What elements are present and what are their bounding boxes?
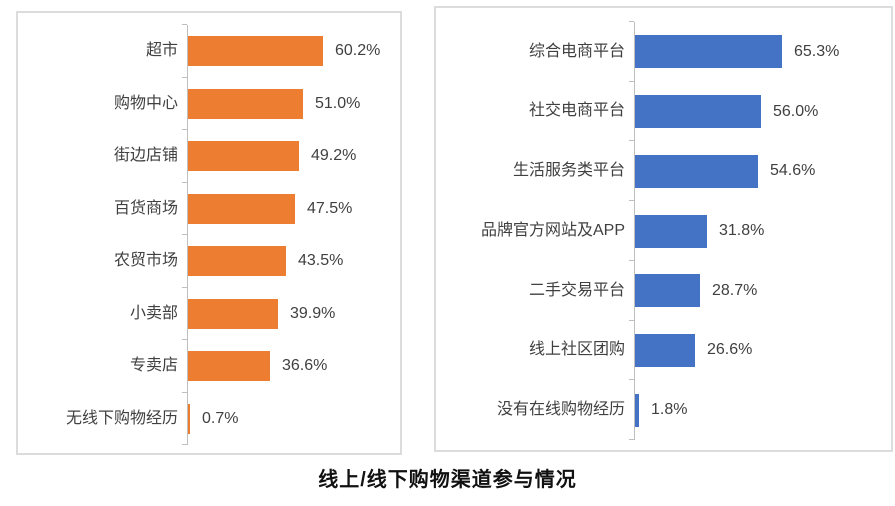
bar	[635, 154, 758, 188]
bar	[188, 36, 323, 67]
category-axis-and-plot-area: 51.0%	[182, 76, 394, 130]
value-label: 49.2%	[311, 147, 357, 165]
value-label: 36.6%	[282, 357, 328, 375]
category-axis-and-plot-area: 49.2%	[182, 129, 394, 183]
category-label: 街边店铺	[113, 147, 178, 165]
bar	[635, 214, 707, 248]
category-axis-and-plot-area: 36.6%	[182, 339, 394, 393]
category-label: 小卖部	[129, 304, 178, 322]
value-label: 47.5%	[307, 199, 353, 217]
chart-row: 社交电商平台 56.0%	[436, 80, 885, 142]
online-channels-chart-panel: 综合电商平台 65.3% 社交电商平台 56.0% 生活服务类平台 54.6% 品牌官方网站…	[434, 6, 893, 452]
value-label: 56.0%	[773, 102, 819, 120]
bar	[188, 351, 270, 382]
value-label: 26.6%	[707, 341, 753, 359]
offline-chart-rows: 超市 60.2% 购物中心 51.0% 街边店铺 49.2% 百货商场 47.5% 农贸市场 43…	[18, 24, 394, 445]
category-axis-and-plot-area: 31.8%	[629, 200, 885, 261]
category-axis-and-plot-area: 47.5%	[182, 181, 394, 235]
bar	[188, 246, 286, 277]
chart-row: 品牌官方网站及APP 31.8%	[436, 200, 885, 261]
category-axis-and-plot-area: 65.3%	[629, 21, 885, 82]
chart-row: 二手交易平台 28.7%	[436, 259, 885, 321]
chart-row: 农贸市场 43.5%	[18, 234, 394, 288]
chart-row: 线上社区团购 26.6%	[436, 319, 885, 381]
bar	[635, 393, 639, 427]
chart-row: 街边店铺 49.2%	[18, 129, 394, 183]
category-label: 生活服务类平台	[512, 162, 625, 180]
chart-row: 生活服务类平台 54.6%	[436, 140, 885, 202]
chart-row: 小卖部 39.9%	[18, 286, 394, 340]
value-label: 1.8%	[651, 401, 688, 419]
value-label: 39.9%	[290, 304, 336, 322]
chart-row: 专卖店 36.6%	[18, 339, 394, 393]
online-chart-rows: 综合电商平台 65.3% 社交电商平台 56.0% 生活服务类平台 54.6% 品牌官方网站…	[436, 21, 885, 441]
value-label: 43.5%	[298, 252, 344, 270]
bar	[188, 403, 190, 434]
category-label: 超市	[145, 42, 178, 60]
bar	[188, 141, 299, 172]
category-label: 品牌官方网站及APP	[480, 221, 625, 239]
chart-row: 没有在线购物经历 1.8%	[436, 379, 885, 441]
category-label: 社交电商平台	[528, 102, 625, 120]
bar	[635, 95, 761, 129]
chart-title: 线上/线下购物渠道参与情况	[318, 469, 577, 491]
category-label: 专卖店	[129, 357, 178, 375]
value-label: 51.0%	[315, 94, 361, 112]
category-label: 农贸市场	[113, 252, 178, 270]
category-axis-and-plot-area: 43.5%	[182, 234, 394, 288]
chart-row: 购物中心 51.0%	[18, 76, 394, 130]
category-label: 百货商场	[113, 199, 178, 217]
value-label: 28.7%	[712, 281, 758, 299]
category-axis-and-plot-area: 56.0%	[629, 80, 885, 142]
category-axis-and-plot-area: 0.7%	[182, 391, 394, 445]
bar	[188, 298, 278, 329]
category-axis-and-plot-area: 54.6%	[629, 140, 885, 202]
value-label: 60.2%	[335, 42, 381, 60]
category-axis-and-plot-area: 26.6%	[629, 319, 885, 381]
value-label: 31.8%	[719, 222, 765, 240]
category-axis-and-plot-area: 28.7%	[629, 259, 885, 321]
offline-channels-chart-panel: 超市 60.2% 购物中心 51.0% 街边店铺 49.2% 百货商场 47.5% 农贸市场 43…	[16, 11, 402, 455]
value-label: 65.3%	[794, 42, 840, 60]
category-label: 二手交易平台	[528, 281, 625, 299]
bar	[635, 274, 700, 308]
bar	[635, 333, 695, 367]
chart-row: 综合电商平台 65.3%	[436, 21, 885, 82]
category-label: 没有在线购物经历	[496, 400, 625, 418]
value-label: 0.7%	[202, 409, 239, 427]
chart-row: 百货商场 47.5%	[18, 181, 394, 235]
category-label: 购物中心	[113, 94, 178, 112]
category-axis-and-plot-area: 1.8%	[629, 379, 885, 441]
chart-row: 超市 60.2%	[18, 24, 394, 78]
category-label: 综合电商平台	[528, 42, 625, 60]
category-label: 线上社区团购	[528, 341, 625, 359]
bar	[188, 88, 303, 119]
value-label: 54.6%	[770, 162, 816, 180]
category-label: 无线下购物经历	[65, 409, 178, 427]
category-axis-and-plot-area: 39.9%	[182, 286, 394, 340]
bar	[635, 35, 782, 69]
bar	[188, 193, 295, 224]
chart-row: 无线下购物经历 0.7%	[18, 391, 394, 445]
category-axis-and-plot-area: 60.2%	[182, 24, 394, 78]
